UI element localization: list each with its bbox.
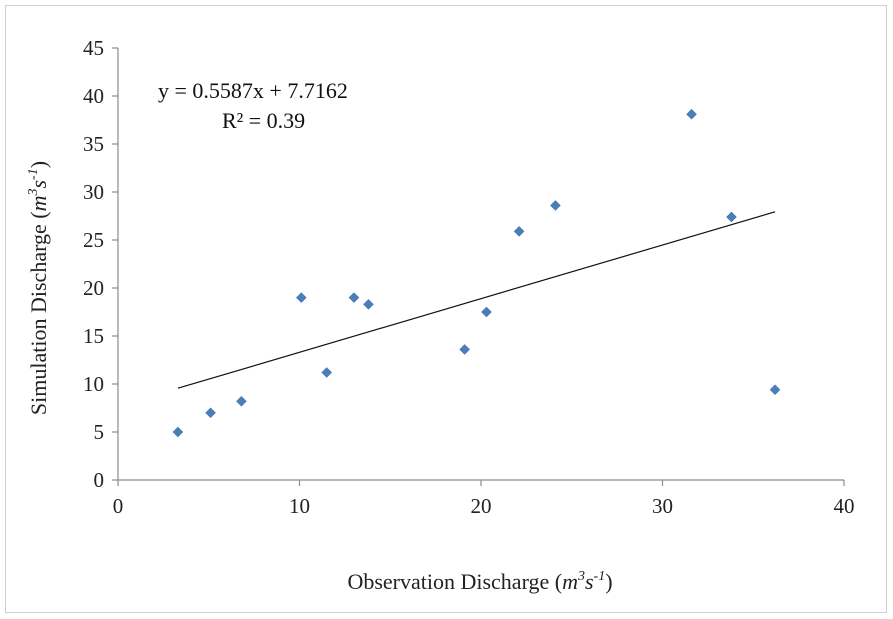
data-point-9	[481, 306, 492, 318]
y-tick-label: 40	[83, 84, 104, 108]
data-point-13	[726, 211, 737, 223]
data-point-7	[363, 298, 374, 310]
x-tick-label: 10	[289, 494, 310, 518]
data-points	[172, 108, 781, 438]
x-axis-title: Observation Discharge (m3s-1)	[347, 569, 612, 594]
data-point-2	[205, 407, 216, 419]
x-tick-label: 20	[471, 494, 492, 518]
data-point-11	[550, 200, 561, 211]
r-squared-label: R² = 0.39	[222, 108, 305, 133]
y-tick-label: 15	[83, 324, 104, 348]
y-tick-label: 30	[83, 180, 104, 204]
data-point-12	[686, 108, 697, 120]
tick-labels: 0 5 10 15 20 25 30 35 40 45 0 10 20 30 40	[83, 36, 855, 518]
axes	[112, 47, 845, 486]
trendline	[177, 211, 776, 389]
trendline-group	[177, 211, 776, 389]
y-tick-label: 25	[83, 228, 104, 252]
data-point-5	[321, 367, 333, 378]
x-tick-label: 40	[834, 494, 855, 518]
y-tick-label: 45	[83, 36, 104, 60]
data-point-3	[236, 395, 247, 407]
y-tick-label: 20	[83, 276, 104, 300]
data-point-8	[459, 344, 471, 355]
y-tick-label: 35	[83, 132, 104, 156]
data-point-1	[172, 426, 184, 438]
data-point-14	[769, 384, 781, 396]
trendline-equation: y = 0.5587x + 7.7162	[158, 78, 348, 103]
y-axis-title: Simulation Discharge (m3s-1)	[26, 161, 51, 415]
data-point-10	[513, 226, 525, 237]
x-tick-label: 0	[113, 494, 124, 518]
y-tick-label: 0	[94, 468, 105, 492]
data-point-4	[295, 292, 307, 303]
y-tick-label: 5	[94, 420, 105, 444]
y-tick-label: 10	[83, 372, 104, 396]
data-point-6	[348, 292, 360, 303]
x-tick-label: 30	[652, 494, 673, 518]
